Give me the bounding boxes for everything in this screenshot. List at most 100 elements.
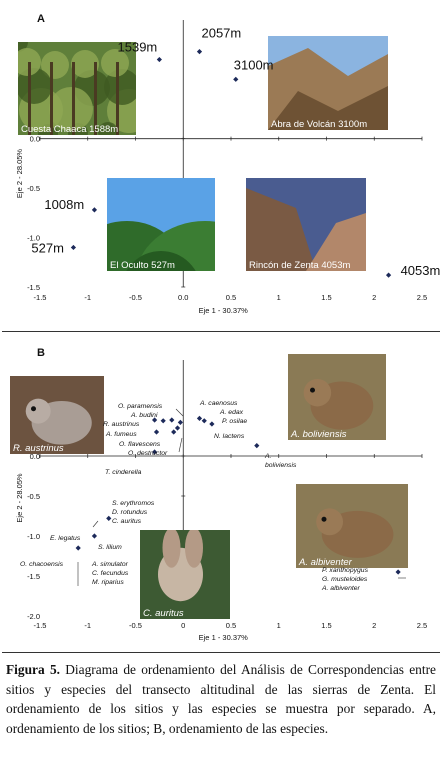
species-label: T. cinderella <box>105 469 142 476</box>
site-label: 2057m <box>201 26 241 41</box>
species-label: boliviensis <box>265 462 297 469</box>
x-tick-label: -0.5 <box>129 293 142 302</box>
figure-caption: Figura 5. Diagrama de ordenamiento del A… <box>6 660 436 738</box>
photo-el-oculto-caption: El Oculto 527m <box>110 260 175 271</box>
photo-a-boliviensis-head <box>303 378 332 407</box>
leader-line <box>178 437 183 453</box>
photo-cuesta-chaaca-trunk <box>28 62 31 135</box>
site-label: 1008m <box>44 197 84 212</box>
x-tick-label: 2.5 <box>417 621 427 630</box>
y-axis-label: Eje 2 - 28.05% <box>15 149 24 199</box>
photo-c-auritus-ear <box>162 530 181 568</box>
species-label: S. lilium <box>98 544 122 551</box>
photo-a-boliviensis-art <box>288 354 386 440</box>
species-label: A. simulator <box>91 561 129 568</box>
species-label: G. musteloides <box>322 576 368 583</box>
photo-abra-de-volcan: Abra de Volcán 3100m <box>268 36 388 130</box>
x-tick-label: 1.5 <box>321 293 331 302</box>
species-point <box>169 417 175 423</box>
y-tick-label: -0.5 <box>27 184 40 193</box>
photo-rincon-de-zenta-art <box>246 178 366 271</box>
x-tick-label: 1 <box>277 293 281 302</box>
caption-text: Diagrama de ordenamiento del Análisis de… <box>6 662 437 736</box>
photo-cuesta-chaaca-trunk <box>72 62 75 135</box>
photo-cuesta-chaaca-foliage <box>98 122 118 135</box>
caption-divider <box>2 652 440 653</box>
species-label: A. budini <box>130 412 158 419</box>
site-point <box>156 56 162 63</box>
site-label: 3100m <box>234 57 274 72</box>
photo-el-oculto-art <box>107 178 215 271</box>
x-tick-label: 0.0 <box>178 293 188 302</box>
photo-cuesta-chaaca-foliage <box>101 49 129 77</box>
species-label: E. legatus <box>50 535 81 542</box>
site-point <box>385 272 392 278</box>
x-tick-label: 0.5 <box>226 293 236 302</box>
x-axis-label: Eje 1 - 30.37% <box>199 633 249 642</box>
species-point <box>75 545 81 551</box>
chart-species: B-1.5 -1 -0.5 0 0.5 1 1.5 2 2.50.0-0.5-1.0-1.5-2… <box>10 347 427 642</box>
photo-cuesta-chaaca-trunk <box>116 62 119 135</box>
site-point <box>91 207 98 213</box>
photo-cuesta-chaaca-art <box>18 42 136 135</box>
panel-b-species-ordination: B -1.5 -1 -0.5 0 0.5 1 1.5 2 2.5 0.0 -0.5 -1.0 -1.5 -2… <box>0 330 442 652</box>
x-tick-label: 1 <box>277 621 281 630</box>
species-point <box>174 425 181 431</box>
site-point <box>233 76 239 82</box>
photo-a-albiventer: A. albiventer <box>296 484 408 568</box>
caption-label: Figura 5. <box>6 662 60 677</box>
x-tick-label: -1 <box>84 621 91 630</box>
species-point <box>106 515 112 521</box>
x-axis-label: Eje 1 - 30.37% <box>199 306 249 315</box>
species-label: O. chacoensis <box>20 561 64 568</box>
photo-rincon-de-zenta-caption: Rincón de Zenta 4053m <box>249 260 350 271</box>
species-label: D. rotundus <box>112 509 148 516</box>
species-label: O. destructor <box>128 450 168 457</box>
photo-a-boliviensis-caption: A. boliviensis <box>290 429 347 440</box>
photo-r-austrinus-art <box>10 376 104 454</box>
photo-cuesta-chaaca-foliage <box>18 68 52 104</box>
species-point <box>196 415 203 421</box>
species-point <box>152 449 158 455</box>
photo-cuesta-chaaca-caption: Cuesta Chaaca 1588m <box>21 124 118 135</box>
photo-abra-de-volcan-art <box>268 36 388 130</box>
species-label: S. erythromos <box>112 500 155 507</box>
species-label: O. flavescens <box>119 441 161 448</box>
species-label: A. caenosus <box>199 400 238 407</box>
species-point <box>171 429 177 435</box>
photo-abra-de-volcan-valley <box>268 86 388 130</box>
chart-sites: A -1.5 -1 -0.5 0.0 0.5 1 1.5 2 2.5 0.0 -0.5 -1.0 -1.5… <box>15 13 441 315</box>
photo-c-auritus: C. auritus <box>140 530 230 619</box>
panel-a-letter: A <box>37 13 45 25</box>
photo-r-austrinus-head <box>25 398 51 424</box>
photo-a-albiventer-eye <box>321 516 327 522</box>
panel-a-site-ordination: A -1.5 -1 -0.5 0.0 0.5 1 1.5 2 2.5 0.0 -0.5 -1.0 -1.5… <box>0 0 442 330</box>
species-point <box>160 418 166 424</box>
species-point <box>177 419 183 425</box>
site-label: 1539m <box>118 40 158 55</box>
y-tick-label: -1.5 <box>27 283 40 292</box>
species-label: P. osilae <box>222 418 247 425</box>
site-label: 4053m <box>401 263 441 278</box>
species-label: M. riparius <box>92 579 124 586</box>
y-tick-label: -2.0 <box>27 612 40 621</box>
photo-r-austrinus-eye <box>31 406 36 412</box>
photo-cuesta-chaaca-foliage <box>104 69 136 105</box>
x-tick-label: 0 <box>181 621 185 630</box>
species-label: C. auritus <box>112 518 142 525</box>
panel-b-letter: B <box>37 347 45 359</box>
photo-cuesta-chaaca-foliage <box>49 87 93 131</box>
x-tick-label: 1.5 <box>321 621 331 630</box>
y-tick-label: -1.0 <box>27 532 40 541</box>
photo-r-austrinus-caption: R. austrinus <box>13 443 64 454</box>
photo-cuesta-chaaca: Cuesta Chaaca 1588m <box>18 42 136 135</box>
photo-cuesta-chaaca-trunk <box>50 62 53 135</box>
photo-el-oculto: El Oculto 527m <box>107 178 215 271</box>
photo-cuesta-chaaca-foliage <box>71 50 99 78</box>
x-tick-label: -1.5 <box>34 293 47 302</box>
x-tick-label: -0.5 <box>129 621 142 630</box>
photo-c-auritus-art <box>140 530 230 619</box>
photo-el-oculto-hill <box>126 251 196 271</box>
y-tick-label: -1.5 <box>27 572 40 581</box>
photo-a-boliviensis-eye <box>310 387 315 393</box>
